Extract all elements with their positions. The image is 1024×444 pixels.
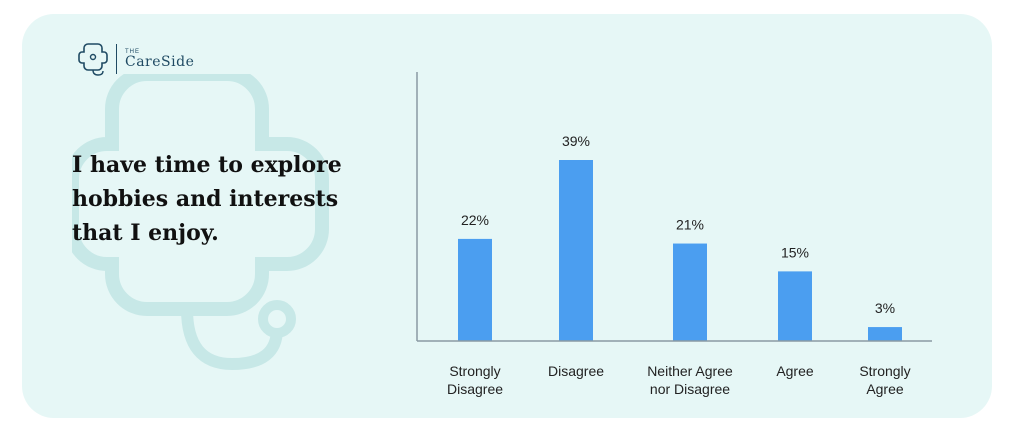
x-tick-label-1-0: Disagree	[548, 363, 604, 379]
x-tick-label-2-1: nor Disagree	[650, 381, 730, 397]
logo-text: THE CareSide	[125, 49, 194, 69]
headline: I have time to explore hobbies and inter…	[72, 152, 342, 246]
watermark-cross-stethoscope-icon	[72, 74, 329, 371]
x-tick-label-3-0: Agree	[776, 363, 814, 379]
bar-4	[868, 327, 902, 341]
logo-divider	[116, 44, 117, 74]
data-label-0: 22%	[461, 212, 489, 228]
bar-2	[673, 243, 707, 341]
x-tick-label-4-0: Strongly	[859, 363, 910, 379]
chart-card: THE CareSide I have time to explore hobb…	[22, 14, 992, 418]
x-tick-label-0-0: Strongly	[449, 363, 500, 379]
logo-small-text: THE	[125, 49, 140, 55]
cross-stethoscope-icon	[78, 43, 108, 76]
bar-0	[458, 238, 492, 341]
logo-name: CareSide	[125, 54, 195, 70]
data-label-1: 39%	[562, 133, 590, 149]
data-label-2: 21%	[676, 217, 704, 233]
data-label-3: 15%	[781, 244, 809, 260]
x-tick-label-2-0: Neither Agree	[647, 363, 733, 379]
x-tick-label-0-1: Disagree	[447, 381, 503, 397]
x-tick-label-4-1: Agree	[866, 381, 904, 397]
data-label-4: 3%	[875, 300, 895, 316]
brand-logo: THE CareSide	[78, 42, 194, 76]
bars-layer: 22% Strongly Disagree 39% Disagree 21% Neither…	[447, 133, 911, 397]
bar-1	[559, 160, 593, 341]
bar-3	[778, 271, 812, 341]
